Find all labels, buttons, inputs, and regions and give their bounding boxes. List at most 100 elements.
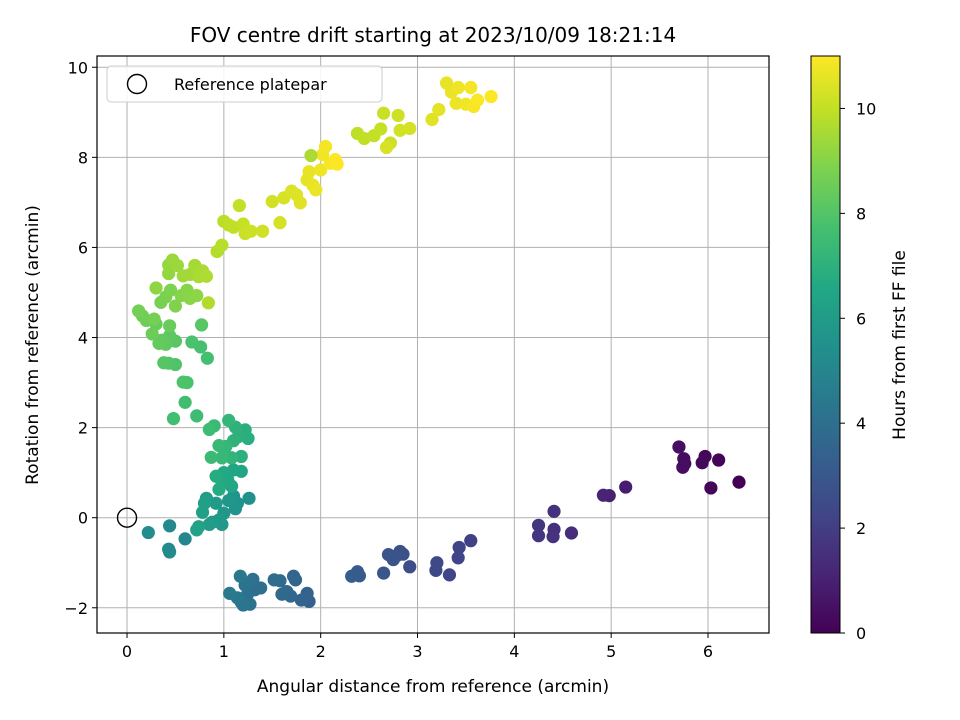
scatter-point: [234, 449, 248, 464]
scatter-point: [403, 121, 417, 136]
scatter-point: [168, 299, 183, 313]
scatter-point: [273, 216, 287, 230]
scatter-point: [147, 312, 161, 326]
scatter-point: [190, 523, 204, 537]
scatter-point: [170, 258, 184, 273]
y-tick-label: −2: [64, 599, 88, 618]
scatter-point: [185, 335, 199, 349]
scatter-point: [152, 336, 166, 350]
scatter-point: [265, 194, 279, 209]
scatter-point: [222, 413, 236, 427]
scatter-point: [547, 504, 561, 518]
scatter-point: [190, 289, 204, 303]
y-tick-label: 2: [78, 419, 88, 438]
plot-frame: [96, 55, 770, 634]
scatter-point: [194, 318, 209, 332]
scatter-point: [286, 569, 301, 583]
scatter-point: [546, 530, 560, 544]
legend-reference-marker: [126, 73, 148, 95]
scatter-point: [449, 96, 463, 110]
scatter-point: [178, 532, 192, 546]
y-axis-label: Rotation from reference (arcmin): [23, 205, 43, 485]
scatter-point: [244, 224, 258, 238]
scatter-point: [233, 569, 247, 583]
scatter-point: [212, 439, 226, 453]
scatter-points: [132, 76, 746, 612]
scatter-point: [242, 491, 256, 505]
scatter-point: [464, 80, 478, 95]
scatter-point: [163, 519, 177, 533]
scatter-point: [374, 122, 388, 136]
scatter-point: [204, 450, 218, 464]
scatter-point: [432, 103, 446, 117]
colorbar-tick-label: 0: [856, 624, 866, 643]
scatter-point: [176, 375, 190, 389]
scatter-point: [314, 163, 328, 177]
scatter-point: [222, 493, 236, 508]
scatter-point: [141, 525, 155, 540]
scatter-point: [452, 540, 466, 555]
scatter-point: [318, 139, 333, 154]
scatter-point: [267, 573, 281, 587]
colorbar: 0 2 4 6 8 10 Hours from first FF file: [810, 55, 910, 643]
x-tick-label: 3: [412, 642, 422, 661]
colorbar-tick-label: 2: [856, 519, 866, 538]
scatter-point: [215, 451, 229, 465]
scatter-point: [531, 529, 546, 543]
scatter-point: [695, 456, 709, 470]
scatter-point: [190, 409, 204, 423]
reference-point: [116, 507, 138, 528]
x-axis-ticks: 0 1 2 3 4 5 6: [122, 633, 713, 661]
scatter-point: [391, 108, 405, 123]
scatter-point: [330, 157, 344, 171]
colorbar-tick-label: 10: [856, 99, 876, 118]
colorbar-tick-label: 6: [856, 309, 866, 328]
scatter-point: [200, 351, 214, 365]
scatter-point: [379, 140, 394, 155]
scatter-point: [425, 112, 439, 127]
scatter-point: [255, 224, 270, 238]
scatter-point: [275, 587, 289, 601]
x-tick-label: 2: [316, 642, 326, 661]
scatter-point: [429, 563, 443, 577]
scatter-point: [166, 411, 181, 426]
scatter-point: [201, 296, 215, 310]
scatter-point: [209, 469, 223, 483]
scatter-point: [672, 440, 686, 454]
y-tick-label: 4: [78, 329, 88, 348]
y-tick-label: 6: [78, 238, 88, 257]
scatter-point: [381, 548, 396, 562]
scatter-point: [162, 542, 176, 556]
scatter-point: [451, 551, 465, 565]
x-tick-label: 4: [509, 642, 519, 661]
scatter-point: [224, 451, 239, 465]
scatter-point: [484, 89, 498, 104]
y-tick-label: 10: [68, 58, 88, 77]
scatter-point: [212, 482, 226, 496]
scatter-point: [293, 196, 307, 210]
reference-marker: [116, 507, 138, 528]
scatter-point: [302, 165, 316, 179]
colorbar-tick-label: 8: [856, 204, 866, 223]
scatter-point: [470, 93, 485, 107]
legend-reference-label: Reference platepar: [174, 75, 327, 94]
scatter-point: [163, 283, 178, 297]
scatter-point: [451, 80, 465, 95]
scatter-point: [202, 422, 216, 437]
colorbar-ticks: 0 2 4 6 8 10: [840, 99, 876, 643]
colorbar-tick-label: 4: [856, 414, 866, 433]
scatter-point: [304, 148, 318, 163]
scatter-point: [531, 518, 546, 532]
x-tick-label: 0: [122, 642, 132, 661]
scatter-point: [145, 327, 159, 341]
scatter-point: [377, 566, 391, 580]
colorbar-gradient: [810, 55, 841, 634]
scatter-point: [195, 505, 210, 519]
scatter-point: [215, 238, 229, 252]
scatter-point: [202, 517, 216, 532]
scatter-point: [403, 560, 417, 574]
scatter-point: [149, 281, 163, 295]
scatter-point: [157, 356, 171, 370]
scatter-point: [564, 526, 579, 540]
